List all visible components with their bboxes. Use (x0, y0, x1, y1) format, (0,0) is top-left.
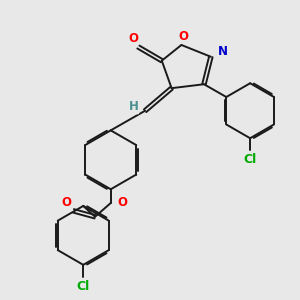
Text: N: N (218, 45, 228, 58)
Text: O: O (128, 32, 138, 45)
Text: O: O (178, 30, 188, 43)
Text: O: O (118, 196, 128, 209)
Text: O: O (61, 196, 72, 208)
Text: H: H (128, 100, 138, 113)
Text: Cl: Cl (76, 280, 90, 293)
Text: Cl: Cl (244, 153, 257, 166)
